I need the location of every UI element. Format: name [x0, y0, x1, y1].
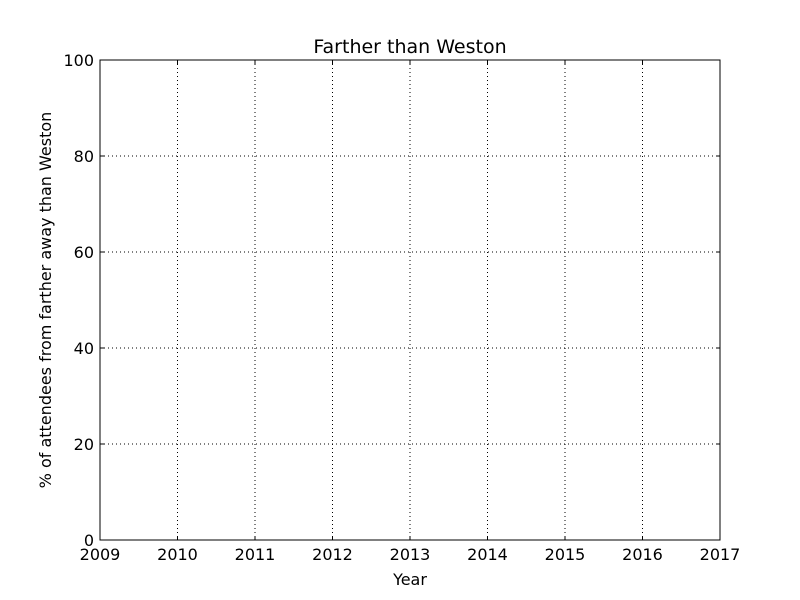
x-tick-label: 2009: [80, 545, 121, 564]
y-tick-label: 100: [63, 51, 94, 70]
x-tick-label: 2011: [235, 545, 276, 564]
tick-labels: 2009 2010 2011 2012 2013 2014 2015 2016 2017 0 20 4…: [63, 51, 740, 564]
x-tick-label: 2012: [312, 545, 353, 564]
y-tick-label: 40: [74, 339, 94, 358]
chart-title: Farther than Weston: [313, 36, 506, 58]
x-tick-label: 2015: [545, 545, 586, 564]
y-tick-label: 80: [74, 147, 94, 166]
x-tick-label: 2016: [622, 545, 663, 564]
x-tick-label: 2014: [467, 545, 508, 564]
y-tick-label: 0: [84, 531, 94, 550]
x-axis-label: Year: [392, 570, 427, 589]
y-tick-label: 60: [74, 243, 94, 262]
y-axis-label: % of attendees from farther away than We…: [36, 112, 55, 489]
plot-frame: [99, 59, 721, 541]
x-tick-label: 2010: [157, 545, 198, 564]
y-tick-label: 20: [74, 435, 94, 454]
grid: [100, 60, 720, 540]
x-tick-label: 2013: [390, 545, 431, 564]
x-tick-label: 2017: [700, 545, 741, 564]
